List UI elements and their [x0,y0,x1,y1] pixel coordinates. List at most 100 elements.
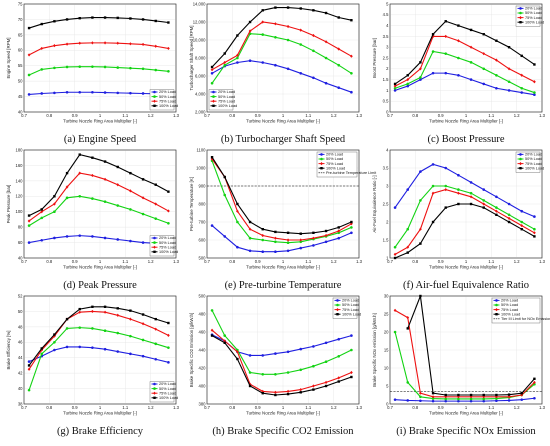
data-point [312,231,315,234]
y-tick-label: 2 [386,66,389,71]
data-point [129,17,132,20]
data-point [91,309,94,314]
y-axis-label: Peak Pressure [bar] [6,185,11,224]
data-point [457,73,460,77]
x-tick-label: 1.1 [122,259,128,264]
data-point [393,86,397,90]
data-point [533,396,536,400]
data-point [154,217,158,220]
series-line-1 [394,163,535,218]
y-tick-label: 4.5 [383,12,389,17]
y-tick-label: 460 [199,329,207,334]
data-point [299,43,303,46]
legend-marker [336,303,339,307]
y-tick-label: 38 [18,401,23,406]
data-point [444,184,448,188]
data-point [248,249,252,253]
data-point [116,41,120,45]
data-point [103,91,107,94]
x-tick-label: 0.8 [46,113,52,118]
data-point [141,42,145,47]
series-line-3 [394,35,535,87]
data-point [469,78,473,81]
y-tick-label: 15 [384,347,389,352]
data-point [406,381,410,384]
series-line-3 [394,309,535,398]
legend-marker [153,396,156,399]
data-point [431,399,435,403]
data-point [533,80,536,84]
legend-marker [153,245,156,249]
data-point [495,73,498,77]
data-point [167,69,170,73]
legend-marker [320,162,323,166]
y-tick-label: 500 [199,255,207,260]
data-point [312,33,315,38]
data-point [350,54,353,58]
data-point [27,53,31,57]
x-tick-label: 1.2 [514,259,520,264]
data-point [27,360,31,363]
data-point [40,238,44,242]
legend-label: 75% Load [525,162,542,166]
data-point [520,73,524,77]
x-tick-label: 1.3 [173,405,179,410]
data-point [103,41,107,45]
data-point [261,373,265,376]
chart-caption: (f) Air-fuel Equivalence Ratio [403,280,529,291]
data-point [520,398,524,401]
y-axis-label: Pre-turbine Temperature [K] [189,177,194,231]
data-point [91,235,94,238]
data-point [248,220,252,224]
data-point [78,41,82,45]
legend-label: 75% Load [218,99,235,103]
data-point [40,210,44,214]
data-point [469,61,473,64]
data-point [312,364,315,368]
data-point [129,309,132,312]
data-point [116,313,120,317]
data-point [261,389,265,393]
data-point [337,47,341,51]
data-point [431,163,435,166]
data-point [431,50,435,53]
legend-label: 50% Load [159,95,176,99]
x-tick-label: 0.8 [412,405,418,410]
legend-box [515,5,541,27]
data-point [520,220,524,224]
data-point [40,352,44,356]
x-tick-label: 0.9 [72,405,78,410]
data-point [419,391,422,395]
data-point [53,66,56,70]
data-point [223,175,226,179]
data-point [444,20,447,23]
data-point [65,42,69,46]
data-point [65,65,69,69]
data-point [274,36,277,39]
legend-label: 75% Load [501,308,518,312]
data-point [116,66,120,69]
y-tick-label: 0 [386,109,389,114]
series-line-3 [211,329,352,393]
data-point [337,229,341,233]
legend-marker [519,11,522,15]
y-tick-label: 40 [18,386,23,391]
data-point [141,92,145,95]
data-point [533,380,536,384]
series-line-3 [211,158,352,241]
legend-label: 50% Load [159,387,176,391]
data-point [495,39,498,42]
data-point [507,46,511,49]
x-tick-label: 0.8 [412,259,418,264]
data-point [406,399,410,402]
data-point [431,397,435,400]
data-point [495,58,498,62]
data-point [236,53,239,57]
legend-label: 75% Load [525,16,542,20]
legend-label: 20% Load [159,382,176,386]
legend-label: Tier III Limit for NOx Emission [501,317,550,321]
legend-label: 75% Load [159,391,176,395]
data-point [91,305,94,308]
data-point [444,206,447,209]
